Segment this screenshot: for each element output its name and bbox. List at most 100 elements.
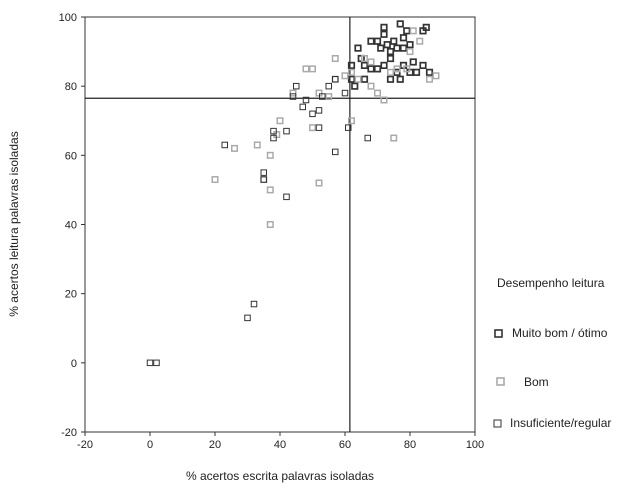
point-muito-bom	[396, 20, 404, 28]
legend-title: Desempenho leitura	[497, 276, 605, 290]
point-bom	[393, 65, 401, 73]
point-bom	[348, 68, 355, 76]
y-axis-title: % acertos leitura palavras isoladas	[7, 131, 21, 316]
x-tick-label: 100	[466, 439, 484, 451]
point-insuficiente	[221, 141, 228, 149]
point-muito-bom	[354, 44, 362, 52]
point-muito-bom	[409, 58, 417, 66]
point-insuficiente	[146, 359, 154, 367]
point-muito-bom	[373, 37, 382, 45]
point-bom	[367, 58, 375, 66]
point-muito-bom	[360, 61, 369, 70]
point-muito-bom	[393, 44, 401, 52]
y-tick-label: 40	[65, 220, 77, 232]
point-insuficiente	[260, 176, 267, 183]
point-muito-bom	[347, 61, 356, 70]
point-muito-bom	[396, 75, 404, 83]
point-bom	[266, 151, 274, 159]
point-muito-bom	[367, 65, 375, 73]
point-muito-bom	[347, 75, 356, 83]
point-bom	[361, 55, 368, 62]
point-bom	[380, 96, 388, 104]
point-bom	[341, 72, 349, 80]
legend-label-muito-bom: Muito bom / ótimo	[512, 326, 608, 340]
point-bom	[331, 75, 339, 83]
point-insuficiente	[270, 127, 277, 135]
x-tick-label: 80	[404, 439, 416, 451]
point-muito-bom	[406, 41, 414, 49]
point-muito-bom	[412, 68, 421, 76]
point-muito-bom	[399, 44, 408, 52]
point-bom	[416, 37, 424, 45]
point-muito-bom	[425, 68, 434, 76]
point-insuficiente	[332, 148, 339, 156]
point-bom	[387, 68, 394, 76]
point-muito-bom	[360, 75, 369, 83]
point-muito-bom	[383, 41, 391, 49]
point-muito-bom	[367, 37, 375, 45]
point-bom	[289, 89, 297, 97]
point-insuficiente	[293, 82, 300, 90]
legend-marker-muito-bom	[494, 329, 503, 338]
point-bom	[266, 186, 274, 194]
point-insuficiente	[283, 127, 290, 135]
point-bom	[374, 89, 381, 97]
legend-marker-bom	[496, 377, 505, 386]
plot-frame	[84, 16, 476, 433]
point-bom	[331, 55, 339, 62]
point-bom	[409, 27, 417, 35]
point-bom	[266, 221, 274, 228]
point-muito-bom	[419, 27, 427, 35]
point-muito-bom	[399, 34, 408, 42]
point-bom	[253, 141, 261, 149]
y-tick-label: -20	[61, 427, 77, 439]
point-bom	[403, 65, 411, 73]
point-insuficiente	[260, 169, 267, 176]
point-muito-bom	[380, 23, 388, 31]
y-tick-label: 60	[65, 150, 77, 162]
point-muito-bom	[386, 47, 395, 56]
point-insuficiente	[299, 103, 306, 111]
reference-lines	[85, 17, 475, 432]
point-insuficiente	[244, 314, 251, 322]
point-insuficiente	[309, 110, 316, 118]
x-tick-label: -20	[77, 439, 93, 451]
point-insuficiente	[319, 93, 326, 100]
point-insuficiente	[364, 134, 371, 142]
point-bom	[276, 117, 284, 125]
point-bom	[260, 176, 268, 184]
point-muito-bom	[380, 30, 388, 38]
point-insuficiente	[283, 193, 290, 201]
point-bom	[315, 179, 323, 187]
point-bom	[426, 75, 433, 83]
point-muito-bom	[386, 75, 395, 83]
point-insuficiente	[315, 124, 323, 131]
legend-label-bom: Bom	[524, 375, 549, 389]
point-bom	[325, 93, 333, 101]
point-bom	[211, 176, 219, 184]
x-tick-label: 0	[147, 439, 153, 451]
y-tick-label: 0	[71, 358, 77, 370]
point-muito-bom	[419, 61, 427, 70]
point-bom	[231, 144, 238, 152]
point-muito-bom	[377, 44, 385, 52]
y-tick-label: 100	[59, 12, 77, 24]
legend-marker-insuficiente	[493, 419, 502, 428]
x-tick-label: 40	[274, 439, 286, 451]
point-muito-bom	[373, 65, 382, 73]
point-insuficiente	[325, 82, 332, 90]
point-insuficiente	[289, 93, 297, 100]
axis-ticks: -20 0 20 40 60 80 100 -20 0 20 40 60 80 100	[59, 12, 485, 451]
point-bom	[390, 134, 398, 142]
legend-label-insuficiente: Insuficiente/regular	[510, 416, 611, 430]
point-bom	[367, 82, 375, 90]
point-muito-bom	[351, 82, 359, 90]
point-bom	[309, 124, 316, 132]
point-bom	[302, 65, 310, 73]
point-insuficiente	[345, 124, 352, 131]
data-points	[146, 20, 440, 367]
point-bom	[354, 75, 362, 83]
point-bom	[309, 65, 316, 73]
point-bom	[406, 48, 414, 56]
